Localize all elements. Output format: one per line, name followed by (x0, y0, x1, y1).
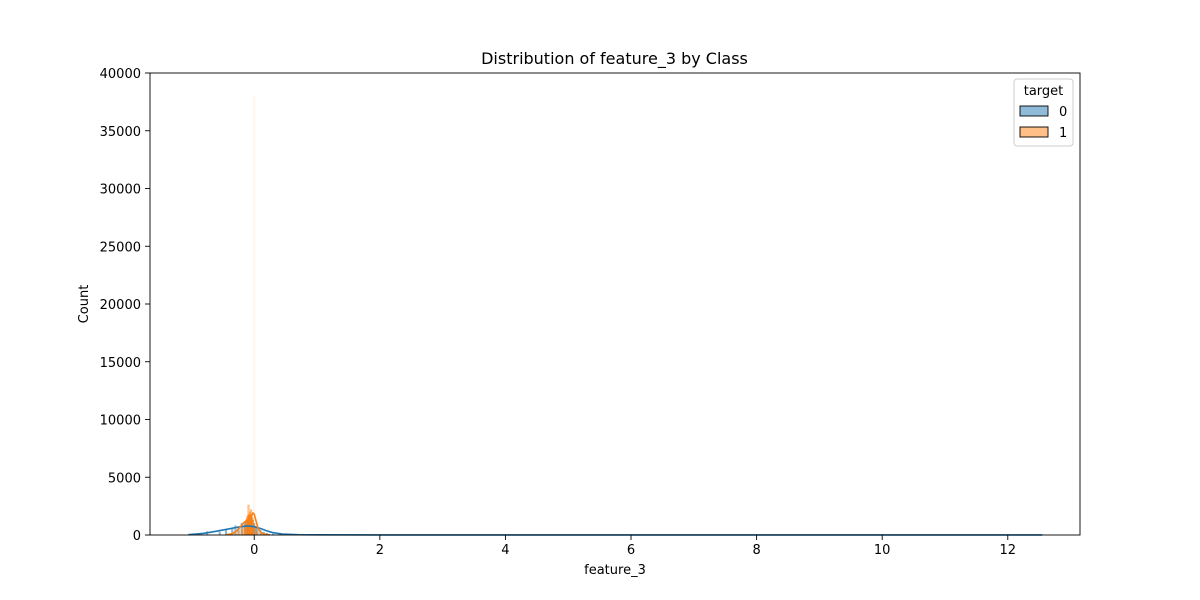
histogram-bar-class-1 (256, 531, 259, 536)
plot-frame (149, 72, 1081, 536)
histogram-bar-class-1 (237, 530, 240, 536)
x-axis: 0 2 4 6 8 10 12 (250, 535, 1016, 558)
y-tick-label: 5000 (108, 471, 141, 486)
legend-label-class-1: 1 (1059, 126, 1067, 141)
y-axis: 0 5000 10000 15000 20000 25000 30000 35000 40000 (100, 67, 150, 544)
y-tick-label: 20000 (100, 298, 141, 313)
x-tick-label: 2 (376, 543, 384, 558)
kde-line-class-1 (225, 511, 271, 536)
x-tick-label: 12 (1000, 543, 1017, 558)
y-tick-label: 10000 (100, 414, 141, 429)
x-tick-label: 0 (250, 543, 258, 558)
kde-line-class-0 (188, 525, 1043, 536)
x-tick-label: 10 (874, 543, 891, 558)
histogram-class-0 (206, 515, 275, 536)
y-tick-label: 40000 (100, 67, 141, 82)
histogram-class-1 (234, 95, 262, 536)
x-tick-label: 4 (501, 543, 509, 558)
x-tick-label: 8 (752, 543, 760, 558)
y-tick-label: 30000 (100, 183, 141, 198)
y-tick-label: 25000 (100, 240, 141, 255)
histogram-bar-class-1 (253, 95, 256, 536)
plot-area (188, 95, 1043, 536)
histogram-bar-class-1 (240, 529, 243, 536)
legend-swatch-class-1 (1019, 126, 1049, 138)
y-tick-label: 15000 (100, 356, 141, 371)
y-tick-label: 35000 (100, 125, 141, 140)
histogram-bar-class-1 (254, 527, 257, 536)
x-axis-label: feature_3 (584, 563, 646, 578)
y-axis-label: Count (77, 285, 92, 324)
chart-title: Distribution of feature_3 by Class (481, 49, 748, 69)
legend-swatch-class-0 (1019, 105, 1049, 117)
legend-title: target (1024, 84, 1064, 99)
x-tick-label: 6 (627, 543, 635, 558)
legend: target 0 1 (1013, 78, 1074, 147)
y-tick-label: 0 (133, 529, 141, 544)
legend-label-class-0: 0 (1059, 105, 1067, 120)
